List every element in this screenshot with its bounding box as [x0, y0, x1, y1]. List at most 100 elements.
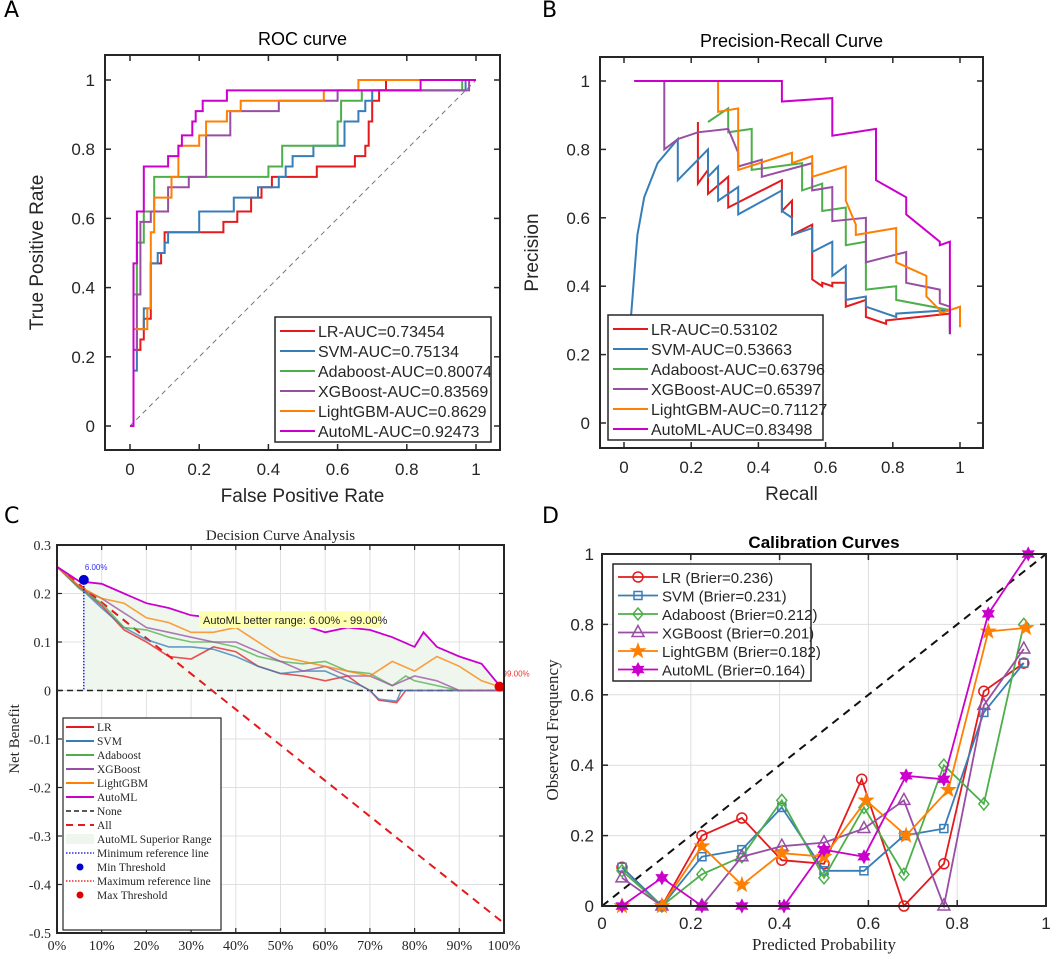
- data-point-xgboost: [614, 869, 630, 883]
- y-tick-label: 0.3: [34, 539, 52, 554]
- y-tick-label: 0.8: [566, 140, 590, 159]
- data-point-svm: [1019, 658, 1029, 668]
- x-tick-label: 0.8: [395, 460, 419, 479]
- series-line-lr: [621, 662, 1025, 908]
- legend-entry: All: [97, 820, 112, 832]
- legend-entry-adaboost: Adaboost-AUC=0.80074: [318, 364, 492, 381]
- pr-axes-frame: [599, 56, 984, 449]
- x-tick-label: 30%: [178, 939, 204, 954]
- data-point-automl: [899, 768, 913, 784]
- legend-entry: Min Threshold: [97, 862, 166, 874]
- x-tick-label: 70%: [357, 939, 383, 954]
- y-tick-label: -0.3: [29, 830, 51, 845]
- series-line-xgboost: [130, 79, 476, 427]
- data-point-lightgbm: [939, 780, 957, 798]
- y-tick-label: 0.6: [566, 209, 590, 228]
- data-point-adaboost: [857, 800, 870, 815]
- data-point-lr: [1018, 657, 1030, 669]
- roc-ylabel: True Positive Rate: [27, 175, 48, 331]
- legend-entry: Minimum reference line: [97, 848, 209, 860]
- x-tick-label: 0.6: [814, 458, 838, 477]
- data-point-xgboost: [856, 819, 872, 834]
- x-tick-label: 40%: [223, 939, 249, 954]
- y-tick-label: 0.4: [566, 277, 590, 296]
- legend-entry: Max Threshold: [97, 890, 168, 902]
- series-line-all: [56, 566, 505, 925]
- data-point-xgboost: [976, 696, 992, 711]
- x-tick-label: 0.6: [857, 914, 881, 933]
- data-point-adaboost: [897, 867, 910, 882]
- y-tick-label: 1: [581, 72, 590, 91]
- legend-swatch-superior-range: [66, 834, 94, 844]
- dca-axes-frame: [56, 544, 505, 934]
- roc-xlabel: False Positive Rate: [221, 486, 385, 507]
- x-tick-label: 0.8: [881, 458, 905, 477]
- x-tick-label: 0%: [48, 939, 67, 954]
- legend-entry-xgboost: XGBoost (Brier=0.201): [662, 626, 814, 643]
- series-line-lightgbm: [130, 79, 476, 427]
- legend-entry: AutoML: [97, 792, 137, 804]
- series-line-lr: [696, 122, 951, 331]
- data-point-adaboost: [616, 863, 628, 878]
- calibration-xlabel: Predicted Probability: [752, 935, 897, 954]
- x-tick-label: 0.8: [945, 914, 969, 933]
- x-tick-label: 0.2: [187, 460, 211, 479]
- data-point-automl: [937, 771, 951, 787]
- series-line-automl: [130, 79, 476, 427]
- annotation-text: AutoML better range: 6.00% - 99.00%: [203, 615, 387, 627]
- calibration-axes-frame: [601, 553, 1047, 907]
- legend-entry-automl: AutoML-AUC=0.92473: [318, 424, 480, 441]
- calibration-title: Calibration Curves: [748, 533, 899, 552]
- y-tick-label: -0.4: [29, 879, 51, 894]
- x-tick-label: 0.2: [679, 458, 703, 477]
- series-line-lightgbm: [56, 566, 505, 689]
- min-threshold-marker: [78, 574, 89, 585]
- x-tick-label: 0: [619, 458, 628, 477]
- dca-ylabel: Net Benefit: [7, 703, 23, 773]
- data-point-xgboost: [734, 848, 750, 862]
- y-tick-label: 0.8: [570, 615, 594, 634]
- data-point-lr: [736, 812, 748, 824]
- legend-marker-automl: [631, 661, 645, 678]
- legend-marker-svm: [633, 590, 643, 601]
- y-tick-label: 0: [585, 897, 594, 916]
- legend-entry-xgboost: XGBoost-AUC=0.65397: [651, 382, 821, 399]
- data-point-lr: [978, 685, 990, 698]
- legend-entry-automl: AutoML (Brier=0.164): [662, 663, 805, 680]
- y-tick-label: 0.2: [566, 346, 590, 365]
- legend-entry: Adaboost: [97, 750, 142, 762]
- data-point-xgboost: [936, 897, 952, 911]
- legend-entry-lightgbm: LightGBM (Brier=0.182): [662, 644, 821, 661]
- legend-entry-lightgbm: LightGBM-AUC=0.8629: [318, 404, 487, 421]
- data-point-automl: [981, 606, 995, 622]
- y-tick-label: -0.2: [29, 782, 51, 797]
- max-threshold-label: 99.00%: [503, 670, 530, 679]
- x-tick-label: 0: [597, 914, 606, 933]
- x-tick-label: 0.4: [768, 914, 792, 933]
- data-point-lightgbm: [1017, 618, 1035, 636]
- legend-marker-xgboost: [630, 623, 646, 638]
- legend-box: [62, 717, 222, 931]
- x-tick-label: 0.4: [747, 458, 771, 477]
- legend-entry-svm: SVM-AUC=0.75134: [318, 344, 459, 361]
- x-tick-label: 0.6: [326, 460, 350, 479]
- legend-entry-lightgbm: LightGBM-AUC=0.71127: [651, 402, 827, 419]
- x-tick-label: 10%: [89, 939, 115, 954]
- data-point-adaboost: [775, 793, 788, 808]
- legend-entry: LightGBM: [97, 778, 148, 790]
- legend-entry: XGBoost: [97, 764, 141, 776]
- x-tick-label: 90%: [446, 939, 472, 954]
- legend-swatch-min-threshold: [76, 863, 84, 871]
- data-point-adaboost: [695, 867, 708, 882]
- annotation-box: [199, 611, 382, 628]
- roc-title: ROC curve: [258, 29, 347, 49]
- y-tick-label: 0.4: [570, 756, 594, 775]
- data-point-xgboost: [896, 791, 912, 806]
- legend-marker-adaboost: [632, 606, 644, 622]
- legend-entry-svm: SVM-AUC=0.53663: [651, 342, 792, 359]
- data-point-lightgbm: [979, 622, 997, 639]
- y-tick-label: 0.6: [71, 209, 95, 228]
- x-tick-label: 60%: [312, 939, 338, 954]
- roc-panel: ROC curve 0 0 0.2 0.2 0.4 0.4 0.6 0.6 0.8 0.8 1 1 Fal…: [27, 29, 501, 507]
